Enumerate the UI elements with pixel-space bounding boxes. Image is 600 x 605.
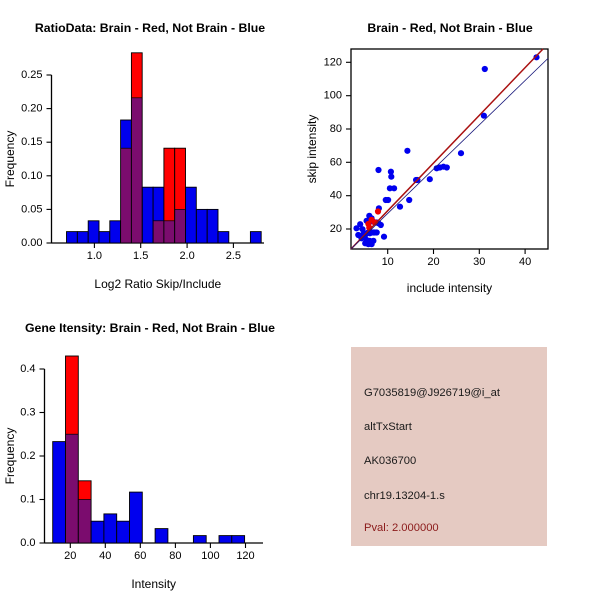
svg-text:120: 120: [324, 56, 342, 68]
svg-text:40: 40: [330, 190, 342, 202]
svg-text:0.10: 0.10: [21, 170, 42, 182]
svg-text:30: 30: [473, 256, 485, 268]
svg-text:2.5: 2.5: [226, 250, 241, 262]
svg-text:0.15: 0.15: [21, 136, 42, 148]
svg-text:include intensity: include intensity: [407, 281, 492, 295]
svg-text:altTxStart: altTxStart: [364, 421, 413, 433]
svg-text:1.0: 1.0: [87, 250, 102, 262]
svg-text:Frequency: Frequency: [3, 428, 17, 485]
svg-text:10: 10: [382, 256, 394, 268]
svg-text:Pval: 2.000000: Pval: 2.000000: [364, 522, 439, 534]
svg-text:0.3: 0.3: [20, 407, 35, 419]
svg-text:60: 60: [330, 156, 342, 168]
svg-text:0.20: 0.20: [21, 103, 42, 115]
svg-text:0.05: 0.05: [21, 203, 42, 215]
svg-text:0.1: 0.1: [20, 494, 35, 506]
svg-text:40: 40: [99, 550, 111, 562]
svg-text:chr19.13204-1.s: chr19.13204-1.s: [364, 490, 445, 502]
svg-text:20: 20: [330, 223, 342, 235]
svg-text:1.5: 1.5: [133, 250, 148, 262]
svg-text:0.0: 0.0: [20, 537, 35, 549]
svg-text:skip intensity: skip intensity: [305, 115, 319, 184]
svg-text:0.4: 0.4: [20, 363, 35, 375]
svg-text:100: 100: [201, 550, 219, 562]
svg-text:Log2 Ratio Skip/Include: Log2 Ratio Skip/Include: [94, 277, 221, 291]
svg-text:Intensity: Intensity: [131, 577, 176, 591]
svg-text:AK036700: AK036700: [364, 455, 416, 467]
svg-text:0.00: 0.00: [21, 237, 42, 249]
svg-text:20: 20: [64, 550, 76, 562]
svg-text:Brain - Red, Not Brain - Blue: Brain - Red, Not Brain - Blue: [367, 21, 532, 35]
svg-text:120: 120: [236, 550, 254, 562]
svg-text:80: 80: [169, 550, 181, 562]
svg-text:60: 60: [134, 550, 146, 562]
svg-text:Gene Itensity: Brain - Red, No: Gene Itensity: Brain - Red, Not Brain - …: [25, 321, 275, 335]
svg-text:80: 80: [330, 123, 342, 135]
svg-text:100: 100: [324, 90, 342, 102]
svg-text:40: 40: [519, 256, 531, 268]
svg-text:0.2: 0.2: [20, 450, 35, 462]
svg-text:20: 20: [427, 256, 439, 268]
svg-text:RatioData: Brain - Red, Not Br: RatioData: Brain - Red, Not Brain - Blue: [35, 21, 265, 35]
svg-text:2.0: 2.0: [179, 250, 194, 262]
svg-text:G7035819@J926719@i_at: G7035819@J926719@i_at: [364, 387, 501, 399]
svg-text:0.25: 0.25: [21, 69, 42, 81]
svg-text:Frequency: Frequency: [3, 131, 17, 188]
